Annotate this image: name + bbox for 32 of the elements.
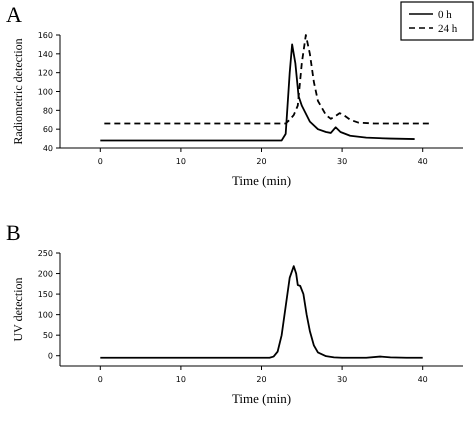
x-tick-label: 0	[98, 375, 103, 384]
x-tick-label: 10	[176, 157, 186, 166]
x-tick-label: 20	[256, 157, 267, 166]
y-tick-label: 120	[38, 68, 53, 78]
y-tick-label: 100	[38, 310, 53, 320]
x-tick-label: 0	[98, 157, 103, 166]
x-tick-label: 40	[418, 157, 428, 166]
y-tick-label: 50	[42, 331, 53, 340]
y-tick-label: 200	[38, 270, 53, 279]
y-tick-label: 250	[38, 249, 53, 258]
x-tick-label: 10	[176, 375, 186, 384]
y-tick-label: 160	[38, 31, 53, 40]
y-axis-title: Radiometric detection	[11, 38, 25, 145]
y-tick-label: 150	[38, 290, 53, 300]
x-tick-label: 30	[337, 157, 348, 166]
y-tick-label: 40	[42, 144, 53, 153]
line-series	[99, 265, 424, 359]
y-tick-label: 0	[48, 352, 53, 361]
x-tick-label: 20	[256, 375, 267, 384]
y-tick-label: 140	[38, 50, 53, 59]
y-tick-label: 60	[42, 125, 53, 134]
y-tick-label: 100	[38, 88, 53, 96]
x-tick-label: 40	[418, 375, 428, 384]
x-axis-title: Time (min)	[232, 173, 292, 188]
legend-label: 24 h	[438, 23, 458, 35]
y-tick-label: 80	[42, 106, 53, 116]
chart-title: A	[6, 2, 22, 27]
x-axis-title: Time (min)	[232, 391, 292, 406]
x-tick-label: 30	[337, 375, 348, 384]
legend-label: 0 h	[438, 9, 452, 21]
y-axis-title: UV detection	[11, 277, 25, 342]
chart-title: B	[6, 220, 21, 245]
